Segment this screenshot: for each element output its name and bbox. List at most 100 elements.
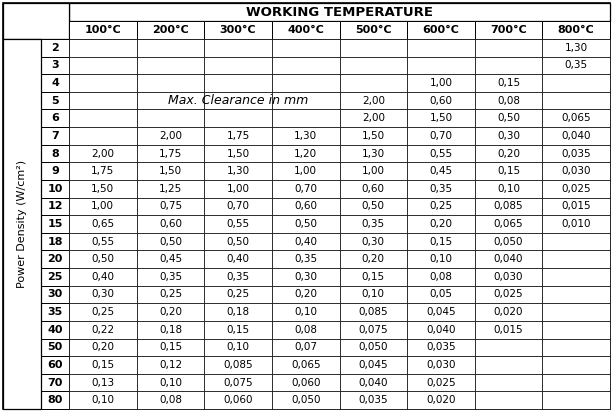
- Bar: [69, 233, 137, 250]
- Bar: [69, 339, 137, 356]
- Bar: [137, 127, 204, 145]
- Bar: [204, 250, 272, 268]
- Text: 8: 8: [51, 148, 59, 159]
- Text: 1,00: 1,00: [430, 78, 452, 88]
- Text: 0,25: 0,25: [159, 290, 182, 300]
- Bar: [272, 39, 340, 56]
- Text: 0,70: 0,70: [227, 201, 249, 211]
- Bar: [407, 321, 474, 339]
- Bar: [41, 180, 69, 198]
- Text: 0,085: 0,085: [223, 360, 253, 370]
- Text: 1,30: 1,30: [226, 166, 249, 176]
- Bar: [407, 303, 474, 321]
- Bar: [407, 92, 474, 110]
- Text: 0,35: 0,35: [565, 61, 588, 70]
- Text: 2,00: 2,00: [362, 113, 385, 123]
- Bar: [340, 303, 407, 321]
- Text: 30: 30: [47, 290, 63, 300]
- Bar: [3, 39, 41, 409]
- Bar: [340, 356, 407, 374]
- Bar: [204, 303, 272, 321]
- Text: 0,15: 0,15: [497, 78, 520, 88]
- Bar: [407, 233, 474, 250]
- Text: 4: 4: [51, 78, 59, 88]
- Bar: [407, 391, 474, 409]
- Bar: [543, 321, 610, 339]
- Bar: [41, 110, 69, 127]
- Text: 0,15: 0,15: [159, 342, 182, 352]
- Bar: [204, 339, 272, 356]
- Bar: [340, 56, 407, 74]
- Text: 400°C: 400°C: [287, 25, 324, 35]
- Bar: [41, 233, 69, 250]
- Bar: [340, 215, 407, 233]
- Bar: [407, 127, 474, 145]
- Bar: [137, 233, 204, 250]
- Bar: [474, 215, 543, 233]
- Bar: [41, 92, 69, 110]
- Text: 1,75: 1,75: [91, 166, 115, 176]
- Bar: [474, 39, 543, 56]
- Text: 2,00: 2,00: [362, 96, 385, 105]
- Bar: [340, 233, 407, 250]
- Bar: [204, 110, 272, 127]
- Bar: [272, 56, 340, 74]
- Text: 1,50: 1,50: [362, 131, 385, 141]
- Text: 1,20: 1,20: [294, 148, 318, 159]
- Text: 10: 10: [47, 184, 63, 194]
- Text: 0,085: 0,085: [493, 201, 524, 211]
- Bar: [69, 286, 137, 303]
- Bar: [3, 3, 69, 39]
- Bar: [272, 286, 340, 303]
- Bar: [340, 198, 407, 215]
- Bar: [407, 145, 474, 162]
- Bar: [474, 339, 543, 356]
- Text: 0,010: 0,010: [562, 219, 591, 229]
- Text: 25: 25: [47, 272, 63, 282]
- Text: 0,20: 0,20: [430, 219, 452, 229]
- Text: 0,40: 0,40: [91, 272, 114, 282]
- Bar: [69, 145, 137, 162]
- Bar: [474, 74, 543, 92]
- Bar: [69, 356, 137, 374]
- Bar: [41, 145, 69, 162]
- Bar: [340, 286, 407, 303]
- Text: 0,045: 0,045: [359, 360, 388, 370]
- Bar: [204, 374, 272, 391]
- Text: 1,75: 1,75: [226, 131, 249, 141]
- Bar: [137, 391, 204, 409]
- Bar: [543, 250, 610, 268]
- Text: 0,12: 0,12: [159, 360, 182, 370]
- Text: 0,30: 0,30: [497, 131, 520, 141]
- Bar: [474, 110, 543, 127]
- Bar: [69, 162, 137, 180]
- Bar: [407, 39, 474, 56]
- Text: 0,08: 0,08: [294, 325, 317, 335]
- Text: 0,20: 0,20: [497, 148, 520, 159]
- Text: 0,060: 0,060: [223, 395, 253, 405]
- Text: WORKING TEMPERATURE: WORKING TEMPERATURE: [246, 5, 433, 19]
- Bar: [204, 145, 272, 162]
- Bar: [41, 215, 69, 233]
- Bar: [474, 56, 543, 74]
- Text: 0,20: 0,20: [91, 342, 114, 352]
- Bar: [474, 233, 543, 250]
- Bar: [474, 374, 543, 391]
- Text: 35: 35: [47, 307, 63, 317]
- Bar: [340, 339, 407, 356]
- Bar: [69, 92, 137, 110]
- Text: 80: 80: [47, 395, 63, 405]
- Text: 0,40: 0,40: [294, 236, 317, 247]
- Bar: [340, 250, 407, 268]
- Bar: [340, 374, 407, 391]
- Bar: [137, 374, 204, 391]
- Bar: [204, 233, 272, 250]
- Bar: [340, 127, 407, 145]
- Bar: [543, 215, 610, 233]
- Text: 0,50: 0,50: [91, 254, 114, 264]
- Bar: [137, 56, 204, 74]
- Bar: [69, 3, 610, 21]
- Bar: [137, 303, 204, 321]
- Text: 0,22: 0,22: [91, 325, 115, 335]
- Text: 0,60: 0,60: [159, 219, 182, 229]
